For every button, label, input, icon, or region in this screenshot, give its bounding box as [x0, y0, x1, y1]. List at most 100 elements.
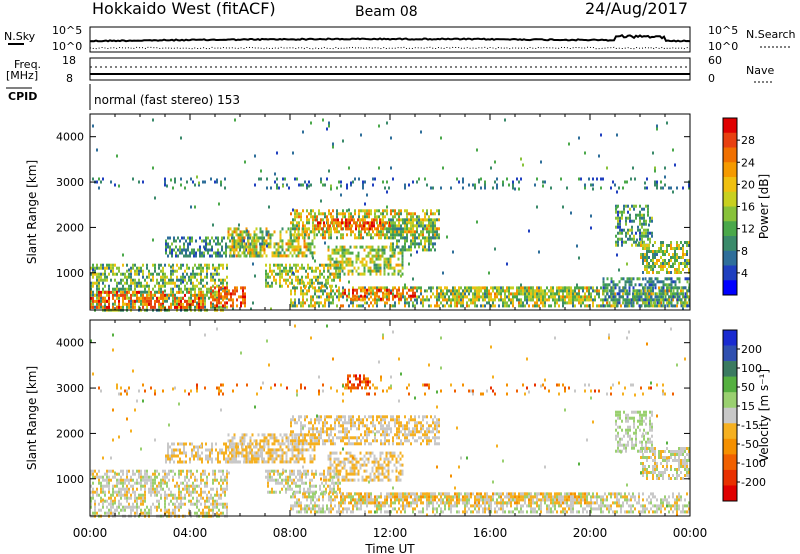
heatmap-cell [148, 275, 150, 279]
heatmap-cell [474, 301, 476, 305]
heatmap-cell [658, 265, 660, 268]
heatmap-cell [302, 292, 304, 296]
heatmap-cell [242, 295, 244, 299]
heatmap-cell [198, 281, 200, 285]
heatmap-cell [448, 298, 450, 302]
heatmap-cell [233, 248, 236, 252]
heatmap-cell [226, 281, 228, 285]
heatmap-cell [323, 266, 325, 270]
heatmap-cell [152, 481, 154, 485]
heatmap-cell [148, 475, 150, 479]
heatmap-cell [308, 289, 310, 293]
heatmap-cell [367, 254, 370, 258]
heatmap-cell [168, 278, 170, 282]
heatmap-cell [688, 262, 690, 265]
heatmap-cell [285, 272, 287, 276]
heatmap-cell [160, 508, 162, 512]
heatmap-cell [214, 266, 216, 270]
heatmap-cell [118, 478, 120, 482]
heatmap-cell [564, 301, 566, 305]
heatmap-cell [506, 304, 508, 308]
heatmap-cell [366, 291, 368, 295]
heatmap-cell [436, 286, 438, 290]
heatmap-cell [446, 235, 448, 239]
heatmap-cell [279, 233, 282, 237]
heatmap-cell [94, 293, 96, 297]
heatmap-cell [654, 241, 656, 244]
heatmap-cell [196, 469, 198, 473]
heatmap-cell [323, 221, 325, 225]
heatmap-cell [108, 511, 110, 515]
heatmap-cell [418, 224, 420, 228]
heatmap-cell [381, 251, 384, 255]
heatmap-cell [504, 301, 506, 305]
heatmap-cell [130, 505, 132, 509]
heatmap-cell [686, 250, 688, 253]
heatmap-cell [380, 212, 382, 216]
heatmap-cell [176, 302, 178, 306]
heatmap-cell [106, 299, 108, 303]
heatmap-cell [610, 298, 613, 302]
heatmap-cell [482, 304, 484, 308]
heatmap-cell [322, 118, 324, 122]
heatmap-cell [196, 266, 198, 270]
heatmap-cell [217, 242, 219, 246]
heatmap-cell [406, 223, 408, 227]
heatmap-cell [660, 301, 662, 305]
heatmap-cell [550, 186, 552, 190]
heatmap-cell [170, 511, 172, 515]
heatmap-cell [688, 244, 690, 247]
heatmap-cell [554, 301, 556, 305]
heatmap-cell [670, 265, 672, 268]
heatmap-cell [522, 163, 524, 167]
heatmap-cell [408, 230, 410, 234]
heatmap-cell [656, 301, 659, 305]
heatmap-cell [350, 233, 352, 237]
heatmap-cell [208, 266, 210, 270]
heatmap-cell [637, 213, 639, 217]
heatmap-cell [350, 297, 352, 301]
heatmap-cell [243, 248, 246, 252]
heatmap-cell [646, 289, 649, 293]
heatmap-cell [432, 221, 434, 225]
heatmap-cell [167, 245, 169, 249]
heatmap-cell [360, 304, 362, 308]
heatmap-cell [238, 295, 240, 299]
heatmap-cell [652, 262, 654, 265]
heatmap-cell [188, 305, 190, 309]
heatmap-cell [627, 231, 629, 235]
heatmap-cell [112, 302, 114, 306]
heatmap-cell [668, 295, 671, 299]
heatmap-cell [390, 242, 392, 246]
heatmap-cell [348, 208, 350, 212]
heatmap-cell [218, 286, 220, 290]
heatmap-cell [400, 236, 402, 240]
heatmap-cell [564, 289, 566, 293]
heatmap-cell [620, 304, 622, 308]
heatmap-cell [373, 254, 376, 258]
heatmap-cell [480, 304, 482, 308]
heatmap-cell [90, 284, 92, 288]
heatmap-cell [182, 296, 184, 300]
heatmap-cell [341, 251, 344, 255]
heatmap-cell [261, 254, 264, 258]
heatmap-cell [377, 263, 380, 267]
heatmap-cell [648, 295, 650, 299]
heatmap-cell [488, 271, 490, 275]
heatmap-cell [648, 256, 650, 259]
heatmap-cell [196, 293, 198, 297]
heatmap-cell [619, 228, 621, 232]
heatmap-cell [337, 221, 339, 225]
heatmap-cell [320, 286, 322, 290]
heatmap-cell [132, 487, 134, 491]
heatmap-cell [331, 284, 333, 288]
heatmap-cell [393, 269, 396, 273]
heatmap-cell [160, 263, 162, 267]
heatmap-cell [592, 304, 594, 308]
heatmap-cell [524, 292, 526, 296]
heatmap-cell [140, 511, 142, 515]
heatmap-cell [194, 205, 196, 209]
heatmap-cell [172, 478, 174, 482]
heatmap-cell [372, 177, 374, 181]
heatmap-cell [330, 212, 332, 216]
